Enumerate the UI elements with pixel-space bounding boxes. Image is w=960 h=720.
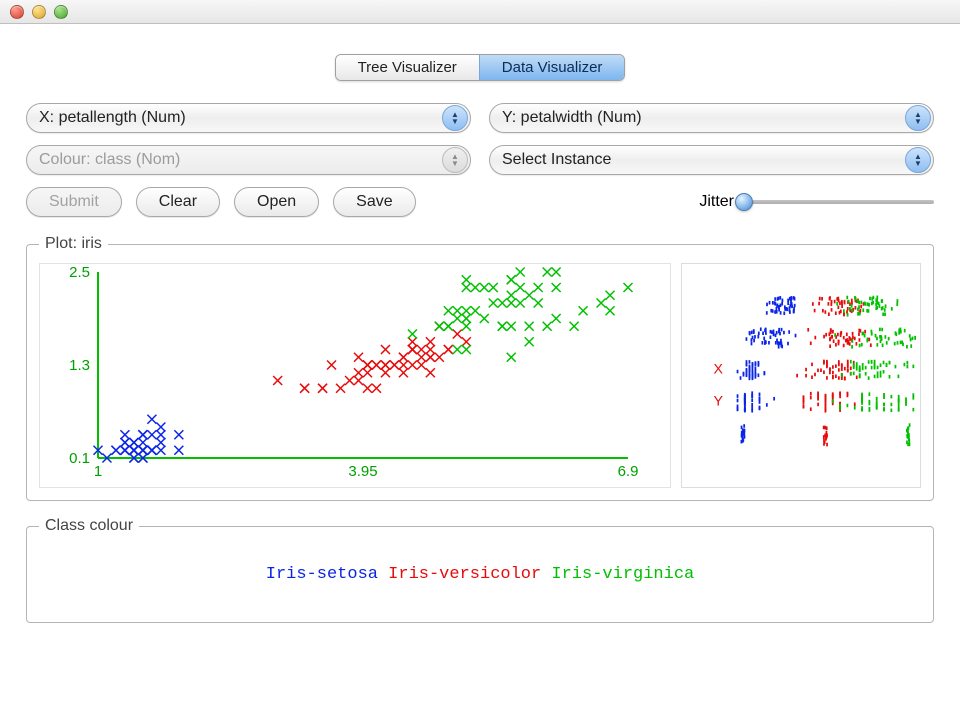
colour-attribute-dropdown: Colour: class (Nom) ▲▼ <box>26 145 471 175</box>
attribute-strips[interactable]: XY <box>681 263 921 488</box>
select-instance-dropdown[interactable]: Select Instance ▲▼ <box>489 145 934 175</box>
y-attribute-dropdown[interactable]: Y: petalwidth (Num) ▲▼ <box>489 103 934 133</box>
jitter-slider[interactable]: Jitter <box>699 193 934 211</box>
visualizer-tabs: Tree Visualizer Data Visualizer <box>26 54 934 81</box>
colour-attribute-label: Colour: class (Nom) <box>39 151 180 169</box>
clear-button[interactable]: Clear <box>136 187 220 217</box>
svg-text:1: 1 <box>94 463 102 480</box>
tab-data-visualizer[interactable]: Data Visualizer <box>479 55 625 80</box>
chevron-updown-icon: ▲▼ <box>905 147 931 173</box>
x-attribute-label: X: petallength (Num) <box>39 109 186 127</box>
class-colour-panel: Class colour Iris-setosa Iris-versicolor… <box>26 517 934 623</box>
y-attribute-label: Y: petalwidth (Num) <box>502 109 642 127</box>
x-attribute-dropdown[interactable]: X: petallength (Num) ▲▼ <box>26 103 471 133</box>
svg-text:6.9: 6.9 <box>618 463 639 480</box>
svg-text:0.1: 0.1 <box>69 450 90 467</box>
chevron-updown-icon: ▲▼ <box>905 105 931 131</box>
chevron-updown-icon: ▲▼ <box>442 147 468 173</box>
window-titlebar <box>0 0 960 24</box>
svg-text:2.5: 2.5 <box>69 264 90 281</box>
traffic-light-close-icon[interactable] <box>10 5 24 19</box>
traffic-light-minimize-icon[interactable] <box>32 5 46 19</box>
svg-text:Y: Y <box>714 394 724 410</box>
svg-text:X: X <box>714 362 724 378</box>
save-button[interactable]: Save <box>333 187 415 217</box>
traffic-light-zoom-icon[interactable] <box>54 5 68 19</box>
jitter-label: Jitter <box>699 193 734 211</box>
tab-tree-visualizer[interactable]: Tree Visualizer <box>336 55 479 80</box>
select-instance-label: Select Instance <box>502 151 611 169</box>
open-button[interactable]: Open <box>234 187 319 217</box>
scatter-plot[interactable]: 0.1 1.3 2.5 1 3.95 6.9 <box>40 264 640 484</box>
svg-text:1.3: 1.3 <box>69 357 90 374</box>
jitter-track[interactable] <box>744 200 934 204</box>
plot-panel: Plot: iris 0.1 1.3 2.5 1 3.95 6.9 XY <box>26 235 934 501</box>
class-colour-legend: Iris-setosa Iris-versicolor Iris-virgini… <box>39 545 921 610</box>
class-colour-title: Class colour <box>39 517 139 535</box>
plot-title: Plot: iris <box>39 235 108 253</box>
submit-button: Submit <box>26 187 122 217</box>
jitter-knob[interactable] <box>735 193 753 211</box>
chevron-updown-icon: ▲▼ <box>442 105 468 131</box>
svg-text:3.95: 3.95 <box>348 463 377 480</box>
